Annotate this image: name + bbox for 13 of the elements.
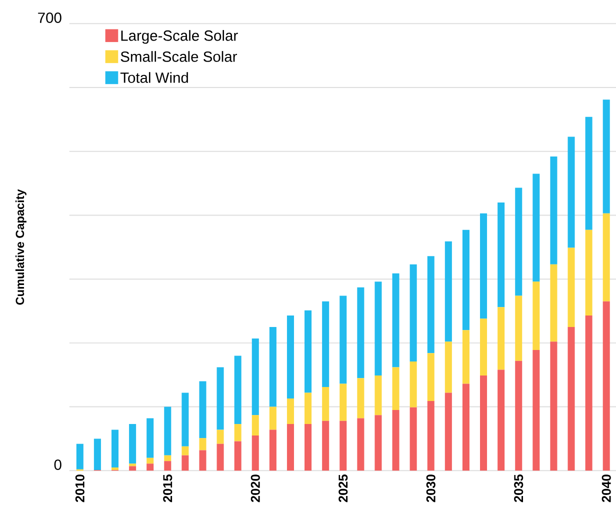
y-axis-title: Cumulative Capacity <box>15 189 26 305</box>
x-tick-label: 2010 <box>75 474 84 502</box>
x-tick-label: 2015 <box>163 474 172 502</box>
legend-label: Total Wind <box>120 72 188 83</box>
legend-label: Small-Scale Solar <box>120 51 238 62</box>
x-tick-label: 2040 <box>602 474 611 502</box>
y-tick-label: 700 <box>38 12 62 23</box>
legend-label: Large-Scale Solar <box>121 30 238 44</box>
x-tick-label: 2035 <box>514 474 524 502</box>
x-tick-label: 2025 <box>338 474 348 502</box>
y-tick-label: 0 <box>54 460 62 470</box>
x-tick-label: 2020 <box>250 474 260 502</box>
x-tick-label: 2030 <box>426 474 436 502</box>
